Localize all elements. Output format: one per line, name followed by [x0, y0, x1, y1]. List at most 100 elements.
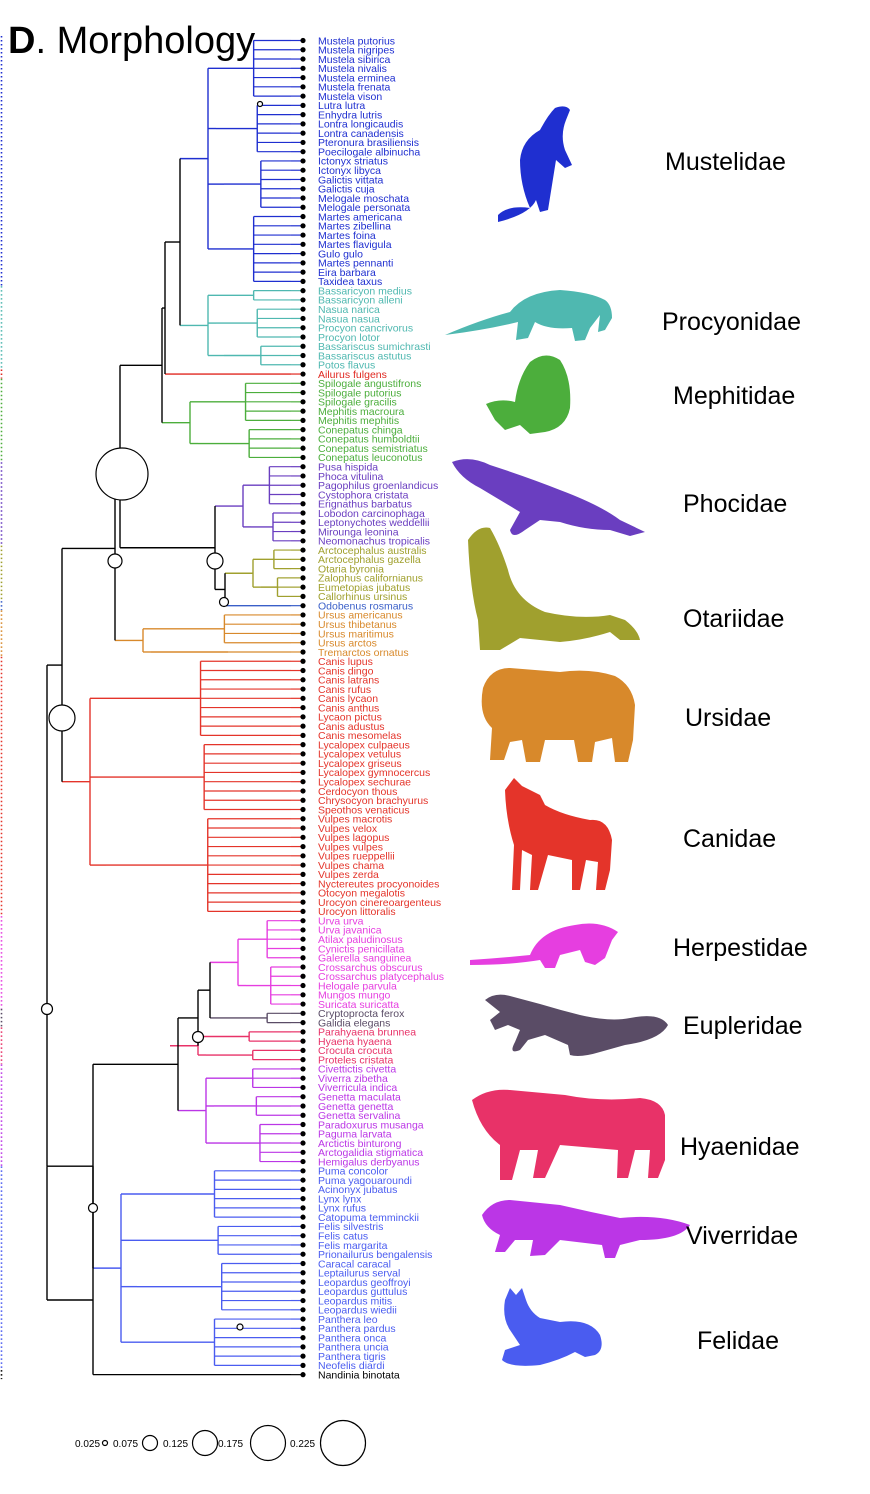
tip-node	[300, 871, 306, 877]
bear-silhouette	[481, 668, 635, 762]
tip-node	[300, 334, 306, 340]
tip-label: Panthera uncia	[318, 1342, 389, 1354]
family-label-mustelidae: Mustelidae	[665, 148, 786, 176]
tip-node	[300, 1223, 306, 1230]
tip-label: Vulpes lagopus	[318, 832, 389, 844]
tip-node	[300, 112, 306, 118]
tip-label: Eumetopias jubatus	[318, 582, 410, 594]
tip-node	[300, 630, 306, 637]
tip-node	[300, 380, 306, 386]
tip-label: Chrysocyon brachyurus	[318, 795, 428, 807]
family-label-mephitidae: Mephitidae	[673, 382, 796, 410]
tip-node	[300, 389, 306, 396]
tip-node	[300, 1168, 306, 1174]
tip-node	[300, 408, 306, 414]
tip-node	[300, 139, 306, 146]
tip-node	[300, 566, 306, 572]
tip-label: Neomonachus tropicalis	[318, 536, 430, 548]
tip-node	[300, 1094, 306, 1100]
tip-node	[300, 1131, 306, 1137]
tip-node	[300, 649, 306, 655]
rate-circle-small	[107, 553, 123, 569]
tip-label: Conepatus semistriatus	[318, 443, 428, 455]
tip-label: Zalophus californianus	[318, 573, 423, 585]
tip-label: Galerella sanguinea	[318, 953, 412, 965]
tip-label: Leopardus wiedii	[318, 1305, 397, 1317]
rate-circle-small	[206, 552, 224, 570]
tip-node	[300, 908, 306, 915]
tip-label: Paradoxurus musanga	[318, 1119, 424, 1131]
tip-label: Civettictis civetta	[318, 1064, 396, 1076]
tip-label: Genetta servalina	[318, 1110, 400, 1122]
tip-node	[300, 1019, 306, 1026]
tip-label: Taxidea taxus	[318, 276, 382, 288]
tip-node	[300, 195, 306, 201]
tip-label: Mungos mungo	[318, 990, 391, 1002]
tip-node	[300, 1140, 306, 1146]
hyena-silhouette	[472, 1089, 665, 1180]
cat-silhouette	[502, 1288, 602, 1366]
rate-circle-small	[191, 1030, 205, 1044]
tip-node	[300, 955, 306, 961]
tip-label: Nasua nasua	[318, 313, 380, 325]
rate-circle-tiny	[218, 596, 230, 608]
tip-node	[300, 1047, 306, 1053]
tip-node	[300, 779, 306, 785]
tip-label: Ictonyx striatus	[318, 156, 388, 168]
tip-node	[300, 677, 306, 683]
tip-label: Urocyon littoralis	[318, 906, 396, 918]
tip-label: Canis rufus	[318, 684, 371, 696]
tip-label: Felis catus	[318, 1230, 368, 1242]
tip-node	[300, 445, 306, 451]
legend-value-label: 0.125	[163, 1439, 188, 1450]
tip-label: Ursus americanus	[318, 610, 403, 622]
tip-label: Genetta maculata	[318, 1092, 401, 1104]
tip-node	[300, 158, 306, 164]
legend-value-label: 0.225	[290, 1439, 315, 1450]
rate-circle-tiny	[87, 1202, 99, 1214]
tip-node	[300, 797, 306, 803]
tip-node	[300, 825, 306, 831]
tip-label: Martes zibellina	[318, 221, 391, 233]
tip-label: Leopardus mitis	[318, 1295, 392, 1307]
tip-node	[300, 686, 306, 692]
tip-label: Arctictis binturong	[318, 1138, 402, 1150]
tip-label: Helogale parvula	[318, 980, 397, 992]
tip-label: Leptonychotes weddellii	[318, 517, 430, 529]
tip-node	[300, 519, 306, 525]
tip-label: Genetta genetta	[318, 1101, 393, 1113]
tip-label: Phoca vitulina	[318, 471, 384, 483]
tip-node	[300, 695, 306, 701]
tip-node	[300, 491, 306, 498]
tip-node	[300, 528, 306, 535]
tip-label: Canis latrans	[318, 675, 379, 687]
tip-label: Bassaricyon alleni	[318, 295, 403, 307]
tip-label: Pagophilus groenlandicus	[318, 480, 438, 492]
tip-label: Cynictis penicillata	[318, 943, 405, 955]
tip-label: Neofelis diardi	[318, 1360, 385, 1372]
tip-node	[300, 1316, 306, 1322]
tip-label: Eira barbara	[318, 267, 376, 279]
tip-label: Spilogale angustifrons	[318, 378, 421, 390]
tip-node	[300, 1084, 306, 1091]
tip-label: Tremarctos ornatus	[318, 647, 409, 659]
tip-node	[300, 130, 306, 136]
tip-node	[300, 640, 306, 646]
tip-label: Gulo gulo	[318, 248, 363, 260]
tip-node	[300, 667, 306, 674]
tip-label: Canis lycaon	[318, 693, 378, 705]
tip-node	[300, 362, 306, 368]
family-label-herpestidae: Herpestidae	[673, 934, 808, 962]
tip-node	[300, 1288, 306, 1294]
tip-node	[300, 473, 306, 479]
tip-node	[300, 853, 306, 859]
tip-label: Martes foina	[318, 230, 376, 242]
tip-node	[300, 501, 306, 507]
tip-node	[300, 1205, 306, 1211]
tip-node	[300, 1279, 306, 1285]
tip-label: Lycalopex vetulus	[318, 749, 401, 761]
tip-node	[300, 250, 306, 257]
tip-node	[300, 232, 306, 238]
tip-label: Procyon lotor	[318, 332, 380, 344]
tip-label: Vulpes rueppellii	[318, 851, 395, 863]
